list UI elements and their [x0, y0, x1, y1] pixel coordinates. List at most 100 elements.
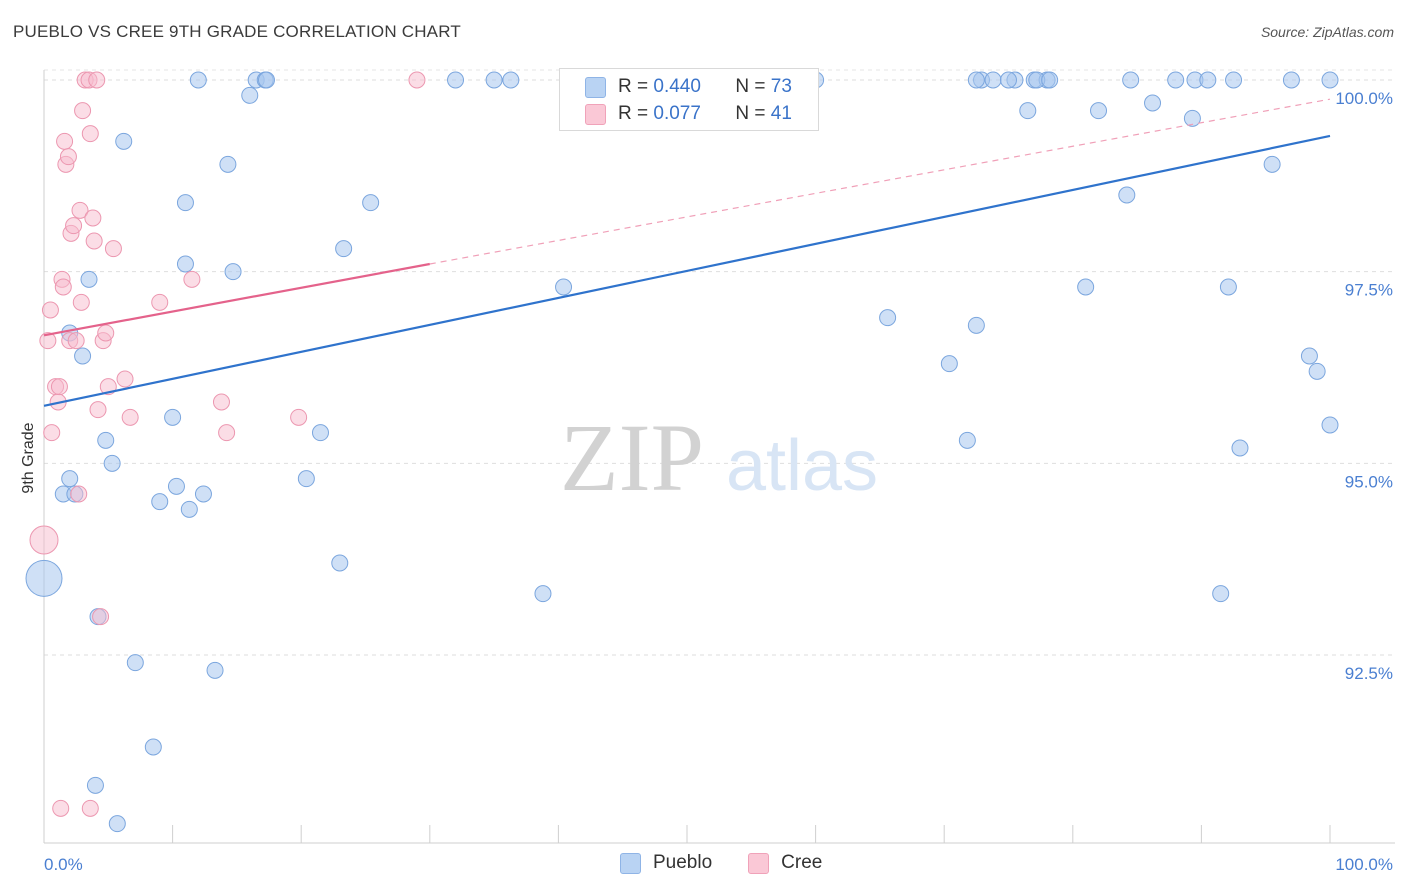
trend-lines	[43, 98, 1331, 407]
pueblo-point	[1000, 71, 1017, 89]
pueblo-point	[1122, 71, 1140, 89]
cree-trend-extension	[429, 98, 1331, 265]
pueblo-point	[297, 470, 315, 488]
tick-labels: 92.5% 95.0% 97.5% 100.0% 0.0% 100.0%	[44, 89, 1393, 874]
pueblo-point	[1019, 102, 1037, 120]
cree-point	[97, 324, 115, 342]
pueblo-point	[967, 71, 985, 89]
bottom-legend-label-cree: Cree	[781, 852, 823, 873]
pueblo-point	[967, 316, 985, 334]
cree-point	[290, 408, 308, 426]
pueblo-point	[534, 585, 552, 603]
cree-point	[85, 232, 103, 250]
pueblo-point	[1167, 71, 1185, 89]
y-tick-label: 97.5%	[1345, 281, 1393, 300]
legend-r-value-pueblo: 0.440	[653, 76, 701, 97]
cree-point	[59, 148, 77, 166]
y-tick-label: 92.5%	[1345, 664, 1393, 683]
pueblo-point	[61, 470, 79, 488]
cree-point	[50, 378, 68, 396]
y-tick-label: 95.0%	[1345, 472, 1393, 491]
bottom-legend-swatch-cree	[748, 852, 770, 874]
pueblo-point	[1225, 71, 1243, 89]
cree-point	[67, 332, 85, 350]
cree-point	[92, 608, 110, 626]
pueblo-point	[108, 815, 126, 833]
bottom-legend-label-pueblo: Pueblo	[653, 852, 713, 873]
legend-row-pueblo: R = 0.440 N = 73	[585, 75, 792, 99]
pueblo-point	[164, 408, 182, 426]
cree-point	[183, 270, 201, 288]
cree-point	[41, 301, 59, 319]
pueblo-point	[80, 270, 98, 288]
cree-point	[104, 240, 122, 258]
pueblo-point	[180, 500, 198, 518]
cree-point	[70, 485, 88, 503]
pueblo-point	[103, 454, 121, 472]
pueblo-point	[940, 355, 958, 373]
cree-point	[81, 799, 99, 817]
legend-swatch-pueblo	[585, 76, 606, 98]
pueblo-point	[25, 559, 63, 597]
pueblo-point	[1321, 71, 1339, 89]
watermark-zip: ZIP	[560, 404, 704, 511]
pueblo-point	[1231, 439, 1249, 457]
pueblo-point	[241, 86, 259, 104]
pueblo-point	[86, 776, 104, 794]
pueblo-point	[1321, 416, 1339, 434]
pueblo-point	[447, 71, 465, 89]
pueblo-point	[1282, 71, 1300, 89]
legend-n-value-pueblo: 73	[770, 76, 792, 97]
pueblo-point	[1041, 71, 1059, 89]
data-points	[25, 71, 1339, 833]
x-tick-label: 100.0%	[1335, 855, 1393, 874]
watermark: ZIP atlas	[560, 404, 878, 511]
cree-point	[84, 209, 102, 227]
cree-point	[29, 525, 59, 555]
axes	[43, 70, 1395, 844]
cree-point	[151, 293, 169, 311]
cree-point	[39, 332, 57, 350]
pueblo-point	[151, 493, 169, 511]
cree-point	[218, 424, 236, 442]
legend-row-cree: R = 0.077 N = 41	[585, 102, 792, 126]
watermark-atlas: atlas	[726, 426, 878, 506]
pueblo-point	[74, 347, 92, 365]
pueblo-point	[126, 654, 144, 672]
pueblo-point	[1212, 585, 1230, 603]
cree-point	[65, 217, 83, 235]
pueblo-point	[1118, 186, 1136, 204]
pueblo-point	[958, 431, 976, 449]
bottom-legend: Pueblo Cree	[620, 852, 822, 874]
pueblo-point	[97, 431, 115, 449]
pueblo-point	[144, 738, 162, 756]
pueblo-point	[167, 477, 185, 495]
pueblo-point	[257, 71, 275, 89]
cree-point	[52, 799, 70, 817]
legend-n-label: N =	[735, 103, 766, 124]
y-axis-label: 9th Grade	[20, 422, 37, 493]
pueblo-point	[1219, 278, 1237, 296]
pueblo-point	[115, 132, 133, 150]
legend-n-label: N =	[735, 76, 766, 97]
cree-trend-line	[43, 262, 430, 337]
pueblo-point	[1183, 109, 1201, 127]
cree-point	[89, 401, 107, 419]
pueblo-point	[1199, 71, 1217, 89]
pueblo-point	[206, 661, 224, 679]
pueblo-point	[176, 194, 194, 212]
legend-r-value-cree: 0.077	[653, 103, 701, 124]
legend-box: R = 0.440 N = 73 R = 0.077 N = 41	[559, 68, 819, 131]
legend-n-value-cree: 41	[770, 103, 792, 124]
cree-point	[81, 125, 99, 143]
pueblo-point	[362, 194, 380, 212]
bottom-legend-swatch-pueblo	[620, 852, 641, 874]
pueblo-point	[1077, 278, 1095, 296]
x-tick-label: 0.0%	[44, 855, 83, 874]
pueblo-point	[331, 554, 349, 572]
legend-r-label: R =	[618, 103, 649, 124]
pueblo-point	[219, 155, 237, 173]
pueblo-point	[1090, 102, 1108, 120]
pueblo-point	[224, 263, 242, 281]
